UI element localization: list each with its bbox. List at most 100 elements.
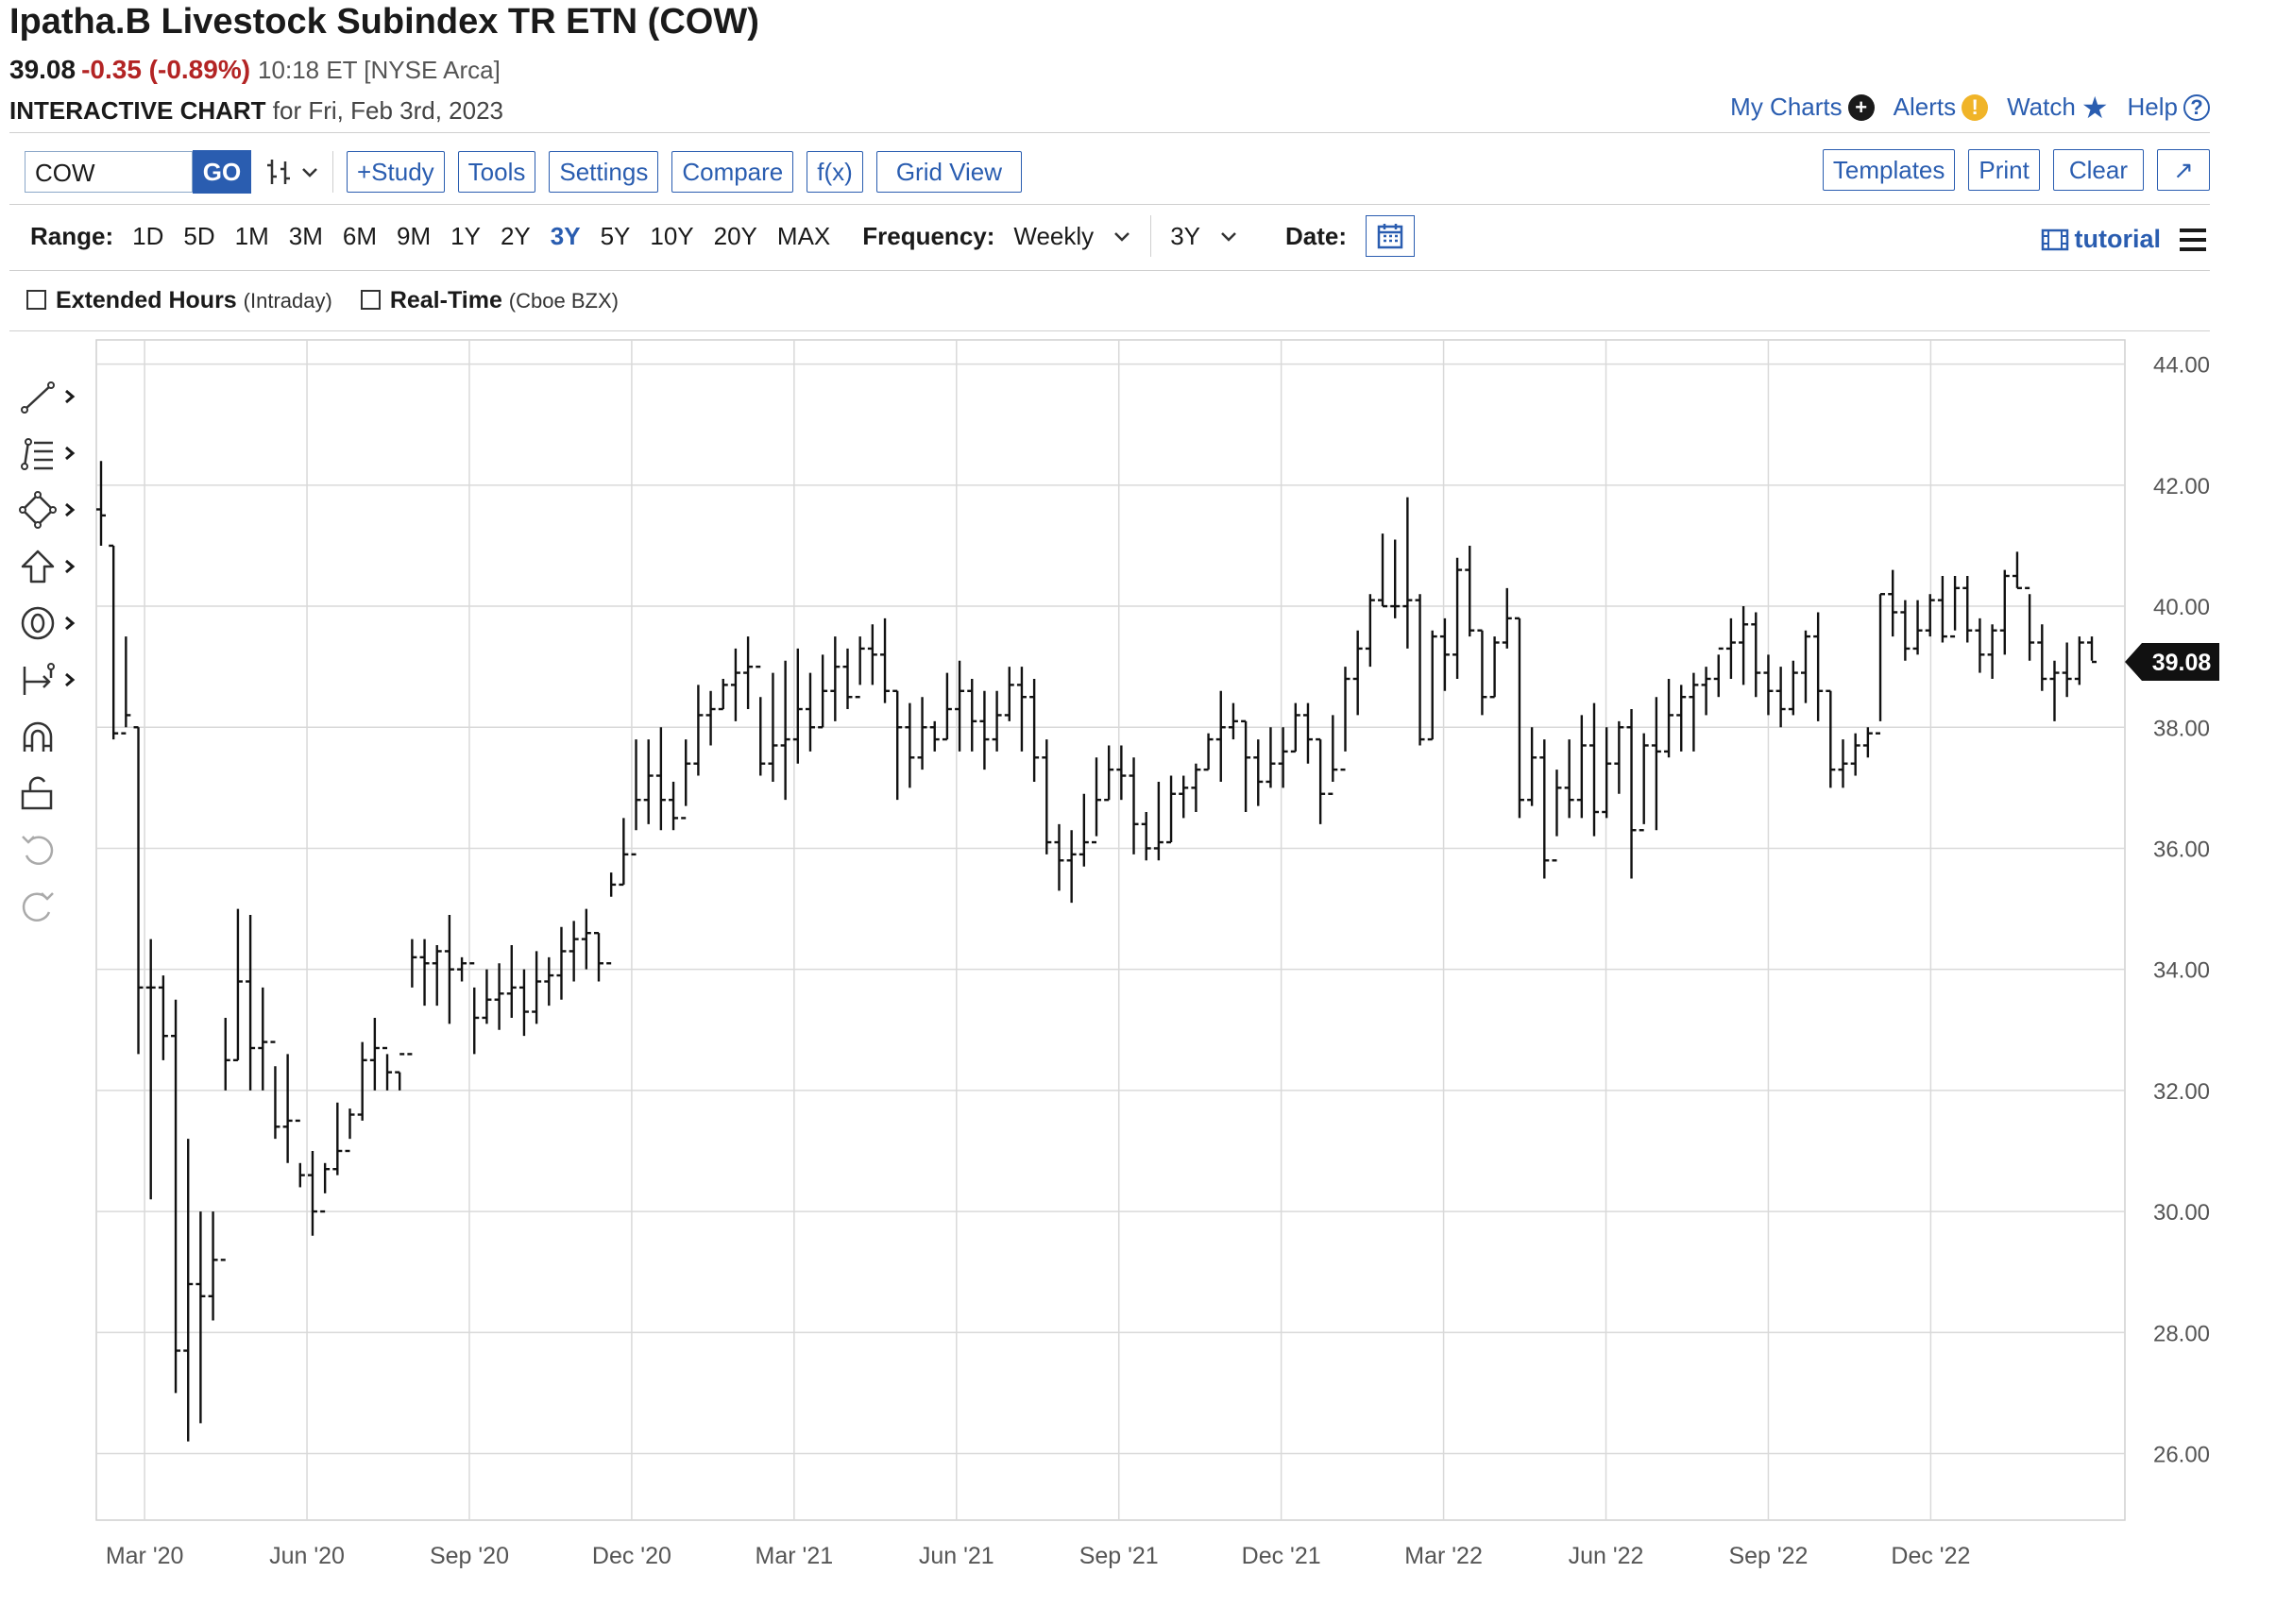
ohlc-bar [1402, 497, 1413, 649]
my-charts-label: My Charts [1730, 93, 1843, 121]
period-value: 3Y [1170, 221, 1200, 250]
ohlc-bar [419, 939, 430, 1007]
x-tick-label: Sep '22 [1728, 1543, 1808, 1569]
date-picker-button[interactable] [1366, 215, 1416, 257]
range-option-10y[interactable]: 10Y [650, 221, 694, 250]
ohlc-bar [992, 690, 1002, 752]
compare-button[interactable]: Compare [671, 151, 794, 193]
settings-button[interactable]: Settings [549, 151, 659, 193]
ohlc-bar [1999, 569, 2010, 655]
range-option-5d[interactable]: 5D [183, 221, 215, 250]
menu-icon[interactable] [2178, 227, 2208, 253]
real-time-note: (Cboe BZX) [508, 289, 619, 313]
extended-hours-note: (Intraday) [243, 289, 332, 313]
ohlc-bar [917, 697, 927, 770]
ohlc-bar [867, 624, 877, 685]
ohlc-bar [494, 963, 504, 1030]
watch-link[interactable]: Watch ★ [2007, 90, 2109, 125]
extended-hours-checkbox[interactable]: Extended Hours (Intraday) [26, 287, 332, 314]
arrow-icon [21, 550, 55, 584]
ohlc-bar [369, 1017, 380, 1091]
help-link[interactable]: Help? [2128, 93, 2210, 122]
chart-heading: INTERACTIVE CHART for Fri, Feb 3rd, 2023 [9, 96, 503, 126]
chart-type-selector[interactable] [264, 156, 319, 188]
ohlc-bar [532, 951, 542, 1024]
plus-icon: + [1847, 93, 1875, 121]
ohlc-bar [655, 727, 666, 831]
arrow-tool[interactable] [19, 538, 89, 595]
chart-label: INTERACTIVE CHART [9, 96, 266, 125]
lock-tool[interactable] [19, 765, 89, 821]
real-time-checkbox[interactable]: Real-Time (Cboe BZX) [360, 287, 619, 314]
range-option-5y[interactable]: 5Y [600, 221, 631, 250]
x-tick-label: Dec '21 [1242, 1543, 1321, 1569]
chevron-right-icon [65, 446, 76, 461]
shapes-tool[interactable] [19, 482, 89, 538]
ohlc-bar [929, 720, 940, 752]
tutorial-label: tutorial [2074, 225, 2162, 253]
frequency-select[interactable]: Weekly [1013, 222, 1131, 251]
ohlc-bar [569, 921, 579, 982]
tutorial-link[interactable]: tutorial [2041, 225, 2162, 254]
y-tick-label: 38.00 [2153, 716, 2210, 741]
period-select[interactable]: 3Y [1170, 222, 1238, 251]
range-option-1y[interactable]: 1Y [450, 221, 481, 250]
y-tick-label: 26.00 [2153, 1442, 2210, 1467]
toolbar-right: Templates Print Clear ↗ [1822, 149, 2210, 191]
ohlc-bar [232, 908, 243, 1062]
star-icon: ★ [2081, 90, 2109, 125]
print-button[interactable]: Print [1968, 149, 2040, 191]
range-option-2y[interactable]: 2Y [500, 221, 531, 250]
redo-tool[interactable] [19, 878, 89, 935]
ohlc-bar [1689, 672, 1699, 752]
alerts-link[interactable]: Alerts! [1894, 93, 1989, 122]
range-bar: Range: 1D 5D 1M 3M 6M 9M 1Y 2Y 3Y 5Y 10Y 20Y MAX Fre… [30, 215, 1416, 257]
ohlc-bar [818, 654, 828, 729]
study-button[interactable]: +Study [347, 151, 445, 193]
clear-button[interactable]: Clear [2052, 149, 2144, 191]
range-option-20y[interactable]: 20Y [713, 221, 757, 250]
x-tick-label: Mar '22 [1404, 1543, 1483, 1569]
ohlc-bar [1390, 539, 1401, 618]
go-button[interactable]: GO [193, 150, 251, 194]
templates-button[interactable]: Templates [1822, 149, 1956, 191]
tools-button[interactable]: Tools [457, 151, 536, 193]
my-charts-link[interactable]: My Charts + [1730, 93, 1875, 122]
ohlc-bar [1888, 569, 1898, 637]
divider [9, 270, 2210, 271]
ohlc-bar [1179, 775, 1189, 819]
range-option-6m[interactable]: 6M [342, 221, 377, 250]
measure-tool[interactable] [19, 651, 89, 708]
expand-button[interactable]: ↗ [2157, 149, 2210, 191]
text-marker-tool[interactable] [19, 595, 89, 651]
ohlc-bar [1278, 727, 1288, 788]
range-option-3m[interactable]: 3M [288, 221, 323, 250]
ohlc-bar [1826, 689, 1836, 788]
range-option-max[interactable]: MAX [776, 221, 831, 250]
ohlc-bar [1539, 739, 1550, 879]
ohlc-bar [469, 962, 480, 1055]
ohlc-bar [619, 818, 629, 887]
range-option-1m[interactable]: 1M [234, 221, 269, 250]
ohlc-bar [1365, 594, 1375, 668]
ohlc-bar [1302, 702, 1313, 764]
ohlc-bar [892, 689, 903, 801]
range-option-9m[interactable]: 9M [397, 221, 432, 250]
magnet-tool[interactable] [19, 708, 89, 765]
fx-button[interactable]: f(x) [807, 151, 863, 193]
ohlc-bar [1290, 702, 1300, 753]
chevron-right-icon [65, 672, 76, 687]
grid-view-button[interactable]: Grid View [875, 151, 1023, 193]
ohlc-bar [905, 702, 915, 788]
symbol-input[interactable]: COW [25, 151, 193, 193]
ohlc-bar [1352, 630, 1363, 716]
range-option-1d[interactable]: 1D [132, 221, 164, 250]
ohlc-bar [1614, 720, 1624, 794]
range-option-3y[interactable]: 3Y [550, 221, 581, 250]
fibonacci-tool[interactable] [19, 425, 89, 482]
undo-tool[interactable] [19, 821, 89, 878]
tutorial-area: tutorial [2041, 225, 2209, 254]
line-tool[interactable] [19, 368, 89, 425]
real-time-label: Real-Time [389, 287, 502, 313]
